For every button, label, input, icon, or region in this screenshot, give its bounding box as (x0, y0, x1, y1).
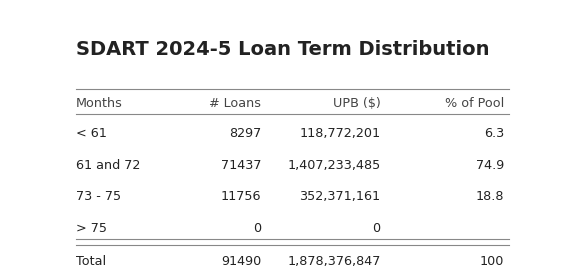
Text: # Loans: # Loans (209, 97, 261, 110)
Text: 71437: 71437 (221, 159, 261, 172)
Text: 61 and 72: 61 and 72 (76, 159, 140, 172)
Text: Months: Months (76, 97, 123, 110)
Text: 8297: 8297 (229, 127, 261, 140)
Text: 118,772,201: 118,772,201 (299, 127, 381, 140)
Text: 1,407,233,485: 1,407,233,485 (287, 159, 381, 172)
Text: 0: 0 (253, 222, 261, 235)
Text: 0: 0 (372, 222, 381, 235)
Text: 11756: 11756 (221, 190, 261, 203)
Text: 73 - 75: 73 - 75 (76, 190, 121, 203)
Text: 18.8: 18.8 (475, 190, 504, 203)
Text: 74.9: 74.9 (476, 159, 504, 172)
Text: 6.3: 6.3 (484, 127, 504, 140)
Text: 100: 100 (480, 255, 504, 268)
Text: 91490: 91490 (221, 255, 261, 268)
Text: % of Pool: % of Pool (445, 97, 504, 110)
Text: 1,878,376,847: 1,878,376,847 (287, 255, 381, 268)
Text: > 75: > 75 (76, 222, 107, 235)
Text: Total: Total (76, 255, 106, 268)
Text: < 61: < 61 (76, 127, 107, 140)
Text: 352,371,161: 352,371,161 (299, 190, 381, 203)
Text: SDART 2024-5 Loan Term Distribution: SDART 2024-5 Loan Term Distribution (76, 40, 489, 59)
Text: UPB ($): UPB ($) (333, 97, 381, 110)
